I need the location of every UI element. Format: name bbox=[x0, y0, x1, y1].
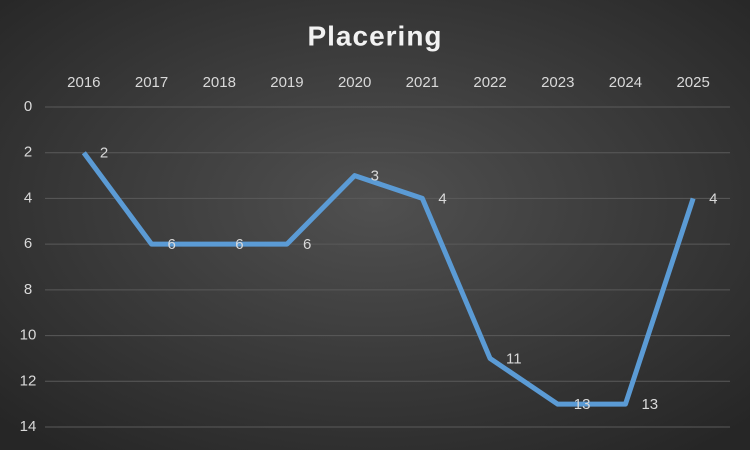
data-label: 13 bbox=[574, 396, 591, 413]
y-tick-label: 8 bbox=[24, 281, 32, 298]
data-label: 6 bbox=[235, 236, 243, 253]
data-label: 4 bbox=[438, 190, 446, 207]
data-label: 11 bbox=[506, 350, 522, 367]
x-tick-label: 2023 bbox=[541, 74, 574, 91]
y-tick-label: 10 bbox=[20, 327, 37, 344]
y-tick-label: 0 bbox=[24, 98, 32, 115]
x-tick-label: 2019 bbox=[270, 74, 303, 91]
x-tick-label: 2021 bbox=[406, 74, 439, 91]
data-label: 3 bbox=[371, 168, 379, 185]
data-label: 4 bbox=[709, 190, 717, 207]
x-tick-label: 2022 bbox=[473, 74, 506, 91]
x-tick-label: 2020 bbox=[338, 74, 371, 91]
x-tick-label: 2016 bbox=[67, 74, 100, 91]
x-tick-label: 2017 bbox=[135, 74, 168, 91]
chart-title: Placering bbox=[307, 20, 442, 51]
y-tick-label: 2 bbox=[24, 144, 32, 161]
y-tick-label: 4 bbox=[24, 189, 32, 206]
y-tick-label: 12 bbox=[20, 372, 37, 389]
data-label: 6 bbox=[303, 236, 311, 253]
x-tick-label: 2024 bbox=[609, 74, 642, 91]
y-tick-label: 14 bbox=[20, 418, 37, 435]
y-tick-label: 6 bbox=[24, 235, 32, 252]
x-tick-label: 2018 bbox=[203, 74, 236, 91]
data-label: 2 bbox=[100, 145, 108, 162]
data-label: 6 bbox=[168, 236, 176, 253]
data-label: 13 bbox=[641, 396, 658, 413]
data-line bbox=[81, 151, 696, 407]
x-tick-label: 2025 bbox=[676, 74, 709, 91]
